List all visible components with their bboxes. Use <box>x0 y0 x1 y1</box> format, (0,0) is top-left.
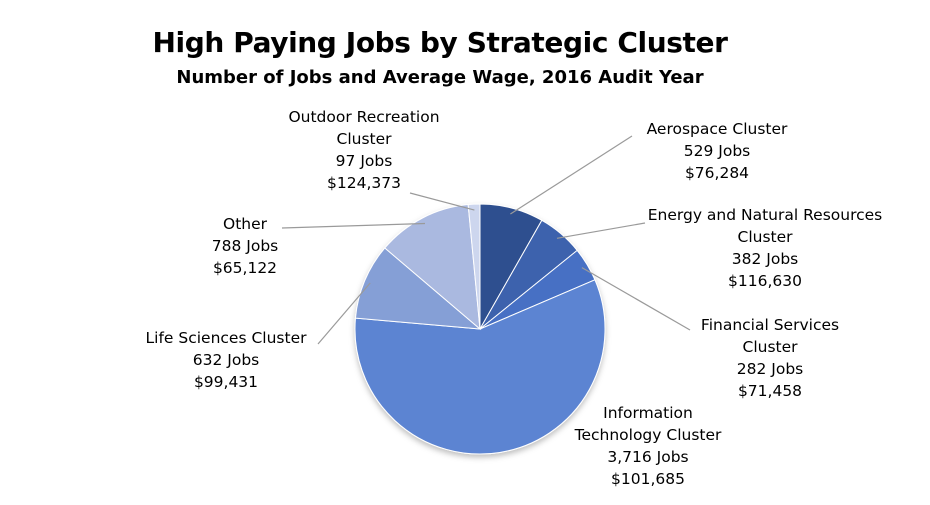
slice-label: Financial Services Cluster 282 Jobs $71,458 <box>701 314 839 402</box>
slice-label-name: Aerospace Cluster <box>646 120 788 138</box>
slice-label-jobs: 382 Jobs <box>731 250 799 268</box>
slice-label-name: Life Sciences Cluster <box>145 329 307 347</box>
pie-slice-life-sciences-cluster <box>354 247 482 330</box>
slice-label-name: Cluster <box>742 338 798 356</box>
slice-label-name: Energy and Natural Resources <box>647 206 883 224</box>
slice-label-wage: $116,630 <box>728 272 802 290</box>
slice-label-name: Cluster <box>336 130 392 148</box>
slice-label: Life Sciences Cluster 632 Jobs $99,431 <box>146 327 307 393</box>
slice-label: Energy and Natural Resources Cluster 382 J… <box>648 204 883 292</box>
slice-label-name: Other <box>222 215 268 233</box>
slice-label-name: Cluster <box>737 228 793 246</box>
slice-label-name: Technology Cluster <box>574 426 722 444</box>
slice-label-name: Information <box>603 404 693 422</box>
slice-label-wage: $99,431 <box>193 373 259 391</box>
leader-line <box>317 282 371 345</box>
slice-label-wage: $101,685 <box>611 470 685 488</box>
pie-slice-other <box>384 204 481 331</box>
leader-line <box>281 222 426 229</box>
slice-label-name: Financial Services <box>700 316 840 334</box>
leader-line <box>409 192 475 211</box>
chart-subtitle: Number of Jobs and Average Wage, 2016 Au… <box>176 67 704 88</box>
leader-line <box>556 222 646 239</box>
pie-slice-information-technology-cluster <box>354 279 606 455</box>
slice-label: Other 788 Jobs $65,122 <box>212 213 278 279</box>
slice-label-wage: $124,373 <box>327 174 401 192</box>
slice-label-jobs: 282 Jobs <box>736 360 804 378</box>
pie-slice-outdoor-recreation-cluster <box>467 203 481 330</box>
slice-label: Information Technology Cluster 3,716 Jobs $… <box>575 402 722 490</box>
slice-label-name: Outdoor Recreation <box>288 108 440 126</box>
chart-title: High Paying Jobs by Strategic Cluster <box>152 26 728 59</box>
slice-label-jobs: 529 Jobs <box>683 142 751 160</box>
leader-line <box>510 135 633 215</box>
slice-label: Outdoor Recreation Cluster 97 Jobs $124,373 <box>288 106 439 194</box>
leader-line <box>581 267 691 331</box>
slice-label: Aerospace Cluster 529 Jobs $76,284 <box>647 118 788 184</box>
slice-label-jobs: 788 Jobs <box>211 237 279 255</box>
slice-label-jobs: 632 Jobs <box>192 351 260 369</box>
slice-label-wage: $71,458 <box>737 382 803 400</box>
slice-label-jobs: 97 Jobs <box>335 152 393 170</box>
slice-label-wage: $65,122 <box>212 259 278 277</box>
slice-label-wage: $76,284 <box>684 164 750 182</box>
slice-label-jobs: 3,716 Jobs <box>607 448 689 466</box>
